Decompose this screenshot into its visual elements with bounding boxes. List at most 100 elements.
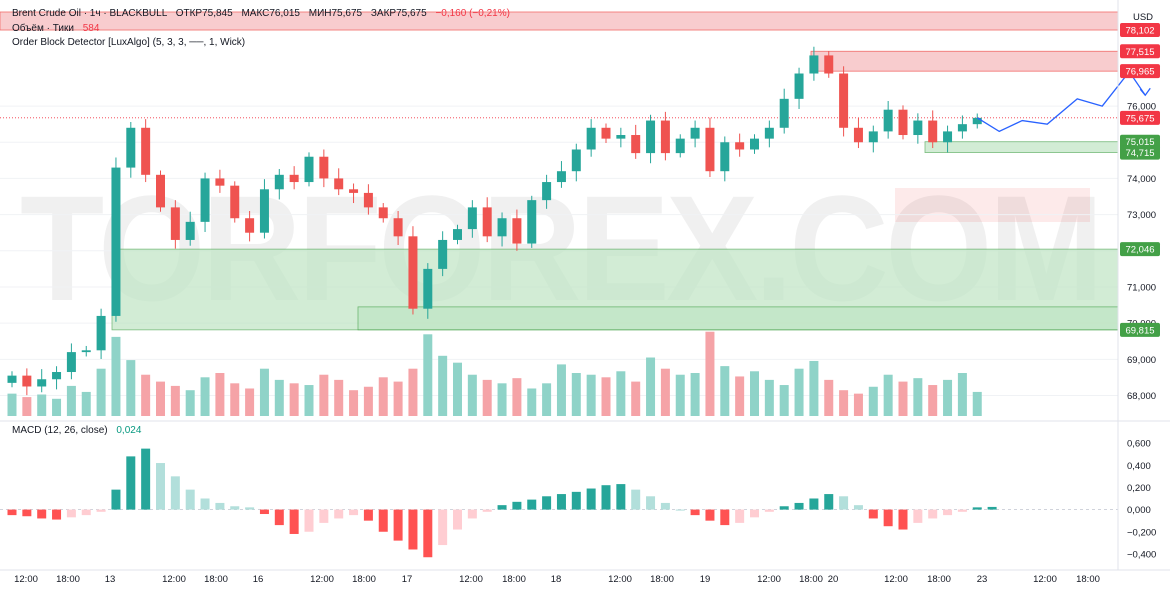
volume-bar [141,374,151,416]
macd-tick-label: −0,400 [1127,549,1156,560]
symbol-legend[interactable]: Brent Crude Oil · 1ч · BLACKBULL ОТКР75,… [12,8,510,19]
candle-body [601,127,611,139]
volume-legend[interactable]: Объём · Тики 584 [12,23,99,34]
price-axis[interactable]: 68,00069,00070,00071,00072,00073,00074,0… [1120,23,1160,402]
volume-bar [22,397,32,416]
candle-body [245,218,255,233]
macd-bar [334,509,344,519]
macd-bar [274,509,284,526]
candle-body [883,109,893,132]
macd-tick-label: 0,400 [1127,461,1151,472]
volume-bar [556,364,566,416]
macd-bar [512,501,522,510]
indicator-legend[interactable]: Order Block Detector [LuxAlgo] (5, 3, 3,… [12,37,245,48]
volume-bar [631,381,641,416]
volume-bar [646,357,656,416]
time-tick-label: 18:00 [502,574,526,585]
candle-body [675,138,685,154]
price-tick-label: 71,000 [1127,282,1156,293]
macd-tick-label: −0,200 [1127,527,1156,538]
volume-bar [542,383,552,416]
volume-bar [319,374,329,416]
volume-bar [378,377,388,416]
volume-bar [497,383,507,416]
volume-bar [601,377,611,416]
time-tick-label: 18:00 [204,574,228,585]
forecast-arrow-head [1139,87,1151,97]
volume-bar [720,366,730,416]
macd-bar [66,509,76,518]
price-tag-label: 72,046 [1125,245,1154,256]
price-tag-label: 76,965 [1125,67,1154,78]
volume-bar [571,373,581,416]
time-axis[interactable]: 12:00 18:00 13 12:00 18:00 16 12:00 18:00 17 12:0… [0,569,1170,585]
volume-bar [779,385,789,416]
currency-label[interactable]: USD [1133,12,1153,23]
volume-bar [512,378,522,416]
volume-bar [616,371,626,416]
macd-legend[interactable]: MACD (12, 26, close) 0,024 [12,425,141,436]
candle-body [646,120,656,154]
volume-bar [52,398,62,416]
price-tag-label: 69,815 [1125,325,1154,336]
time-tick-label: 12:00 [757,574,781,585]
volume-bar [170,385,180,416]
volume-bar [7,393,17,416]
price-tag [1120,44,1160,59]
volume-bar [883,374,893,416]
candle-body [512,218,522,244]
macd-value: 0,024 [116,425,142,436]
volume-bar [809,360,819,416]
candle-body [972,117,982,125]
candle-body [81,350,91,353]
candle-body [200,178,210,222]
macd-bar [542,496,552,510]
volume-label[interactable]: Объём · Тики [12,23,74,34]
macd-bar [185,489,195,510]
macd-bar [943,509,953,516]
macd-tick-label: 0,000 [1127,505,1151,516]
high-value: МАКС76,015 [241,8,300,19]
price-tick-label: 69,000 [1127,355,1156,366]
macd-bar [200,498,210,510]
symbol-name[interactable]: Brent Crude Oil · 1ч · BLACKBULL [12,8,167,19]
candle-body [7,375,17,383]
time-tick-label: 23 [977,574,988,585]
indicator-label[interactable]: Order Block Detector [LuxAlgo] (5, 3, 3,… [12,37,246,48]
macd-axis[interactable]: 0,600 0,400 0,200 0,000 −0,200 −0,400 [1127,439,1156,561]
volume-bar [259,368,269,416]
candle-body [527,200,537,244]
close-value: ЗАКР75,675 [370,8,427,19]
candle-body [809,55,819,74]
time-tick-label: 12:00 [14,574,38,585]
volume-bar [37,394,47,416]
candle-body [304,156,314,183]
macd-bar [928,509,938,519]
volume-bar [111,336,121,416]
candle-body [824,55,834,74]
macd-label[interactable]: MACD (12, 26, close) [12,425,108,436]
candle-body [868,131,878,143]
macd-bar [735,509,745,523]
volume-bar [185,390,195,416]
macd-tick-label: 0,200 [1127,483,1151,494]
price-tick-label: 68,000 [1127,391,1156,402]
candle-body [423,268,433,309]
candle-body [274,174,284,190]
volume-bar [839,390,849,416]
macd-bar [37,509,47,519]
candle-body [185,221,195,240]
volume-bar [675,374,685,416]
price-tag [1120,23,1160,38]
macd-bar [259,509,269,515]
candle-body [542,182,552,201]
price-tag [1120,242,1160,257]
volume-bar [96,368,106,416]
volume-bar [156,381,165,416]
volume-bar [972,391,982,416]
candle-body [126,127,136,168]
time-tick-label: 18:00 [352,574,376,585]
candle-body [467,207,477,230]
volume-bar [928,385,938,416]
